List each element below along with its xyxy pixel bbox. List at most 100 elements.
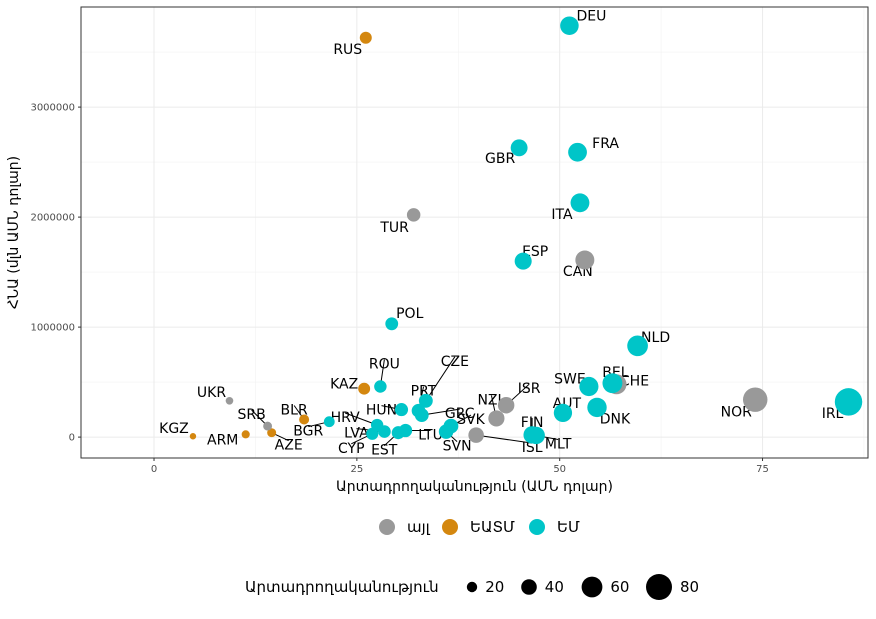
size-legend-swatch <box>581 576 603 598</box>
size-legend-swatch <box>466 581 478 593</box>
point-label: LVA <box>344 426 369 442</box>
data-point <box>602 373 623 394</box>
legend: այլ ԵԱՏՄ ԵՄ Արտադրողականություն 20 40 60 80 <box>245 518 699 600</box>
legend-key-swatch <box>442 519 458 535</box>
data-point <box>406 208 421 222</box>
data-point <box>497 396 515 414</box>
point-label: SVN <box>443 439 472 455</box>
point-label: KGZ <box>159 421 189 437</box>
point-label: TUR <box>379 220 409 236</box>
legend-key-swatch <box>379 519 395 535</box>
data-point <box>299 414 310 425</box>
data-points <box>189 16 863 445</box>
point-label: NLD <box>641 330 670 346</box>
data-point <box>510 139 528 157</box>
x-tick-label: 0 <box>151 464 157 475</box>
data-point <box>627 335 648 357</box>
point-labels: IRLNORNLDCHEBELDNKSWECANITAFRADEUAUTMLTF… <box>159 9 843 459</box>
x-tick-label: 25 <box>350 464 363 475</box>
point-label: SWE <box>554 372 586 388</box>
data-point <box>267 428 277 438</box>
point-label: GBR <box>485 151 515 167</box>
size-legend-label: 60 <box>610 578 629 596</box>
data-point <box>468 427 484 443</box>
point-label: LTU <box>418 428 443 444</box>
data-point <box>418 393 433 408</box>
size-legend-label: 40 <box>545 578 564 596</box>
data-point <box>358 382 371 395</box>
point-label: ARM <box>207 432 238 448</box>
point-label: NOR <box>721 405 752 421</box>
data-point <box>323 416 335 428</box>
data-point <box>560 16 579 35</box>
point-label: ISR <box>518 381 541 397</box>
size-legend-label: 80 <box>680 578 699 596</box>
data-point <box>189 432 197 440</box>
plot-panel-border <box>80 6 869 459</box>
point-label: ROU <box>369 357 400 373</box>
legend-key-label: ԵԱՏՄ <box>470 518 515 536</box>
data-point <box>488 410 505 427</box>
size-legend-label: 20 <box>485 578 504 596</box>
point-label: POL <box>396 306 423 322</box>
data-point <box>241 430 250 439</box>
data-point <box>568 142 587 162</box>
point-label: BGR <box>293 424 323 440</box>
data-point <box>391 426 405 440</box>
data-point <box>575 250 595 270</box>
data-point <box>587 397 607 418</box>
point-label: CZE <box>441 354 469 370</box>
data-point <box>411 403 426 418</box>
size-legend-swatch <box>521 579 537 595</box>
point-label: SVK <box>457 412 485 428</box>
data-point <box>553 403 573 423</box>
data-point <box>374 380 387 393</box>
point-label: DNK <box>600 411 631 427</box>
point-label: ISL <box>522 440 543 456</box>
data-point <box>438 424 454 439</box>
data-point <box>834 388 863 416</box>
point-label: CYP <box>338 441 365 457</box>
data-point <box>385 317 399 331</box>
data-point <box>742 387 768 412</box>
data-point <box>523 426 541 444</box>
point-label: KAZ <box>330 377 358 393</box>
point-label: HRV <box>331 410 360 426</box>
point-label: FRA <box>592 136 619 152</box>
point-label: RUS <box>333 42 362 58</box>
x-axis-title: Արտադրողականություն (ԱՄՆ դոլար) <box>336 479 613 495</box>
point-label: GRC <box>445 406 475 422</box>
point-label: ITA <box>551 207 573 223</box>
tick-labels: 0 25 50 75 0 1000000 2000000 3000000 <box>30 103 768 475</box>
data-point <box>514 252 532 270</box>
legend-key-label: այլ <box>407 518 431 536</box>
data-point <box>570 193 590 213</box>
legend-key-swatch <box>529 519 545 535</box>
size-legend-title: Արտադրողականություն <box>245 578 439 596</box>
legend-key-label: ԵՄ <box>557 518 580 536</box>
point-label: BLR <box>281 403 308 419</box>
data-point <box>366 427 379 440</box>
data-point <box>225 396 234 405</box>
data-point <box>394 403 409 417</box>
x-tick-label: 50 <box>553 464 566 475</box>
data-point <box>579 376 599 397</box>
label-leader-line <box>476 434 533 444</box>
point-label: UKR <box>197 385 226 401</box>
size-legend-swatch <box>646 574 672 600</box>
point-label: EST <box>371 443 398 459</box>
point-label: SRB <box>237 407 265 423</box>
y-axis-title: ՀՆԱ (մլն ԱՄՆ դոլար) <box>6 156 22 309</box>
point-label: CHE <box>620 373 649 389</box>
y-tick-label: 3000000 <box>30 103 75 114</box>
y-tick-label: 1000000 <box>30 323 75 334</box>
data-point <box>263 421 273 431</box>
y-tick-label: 0 <box>69 433 75 444</box>
point-label: HUN <box>366 403 397 419</box>
data-point <box>359 31 372 44</box>
point-label: AZE <box>275 438 303 454</box>
y-tick-label: 2000000 <box>30 213 75 224</box>
label-leader-line <box>425 356 456 402</box>
point-label: DEU <box>576 9 606 25</box>
